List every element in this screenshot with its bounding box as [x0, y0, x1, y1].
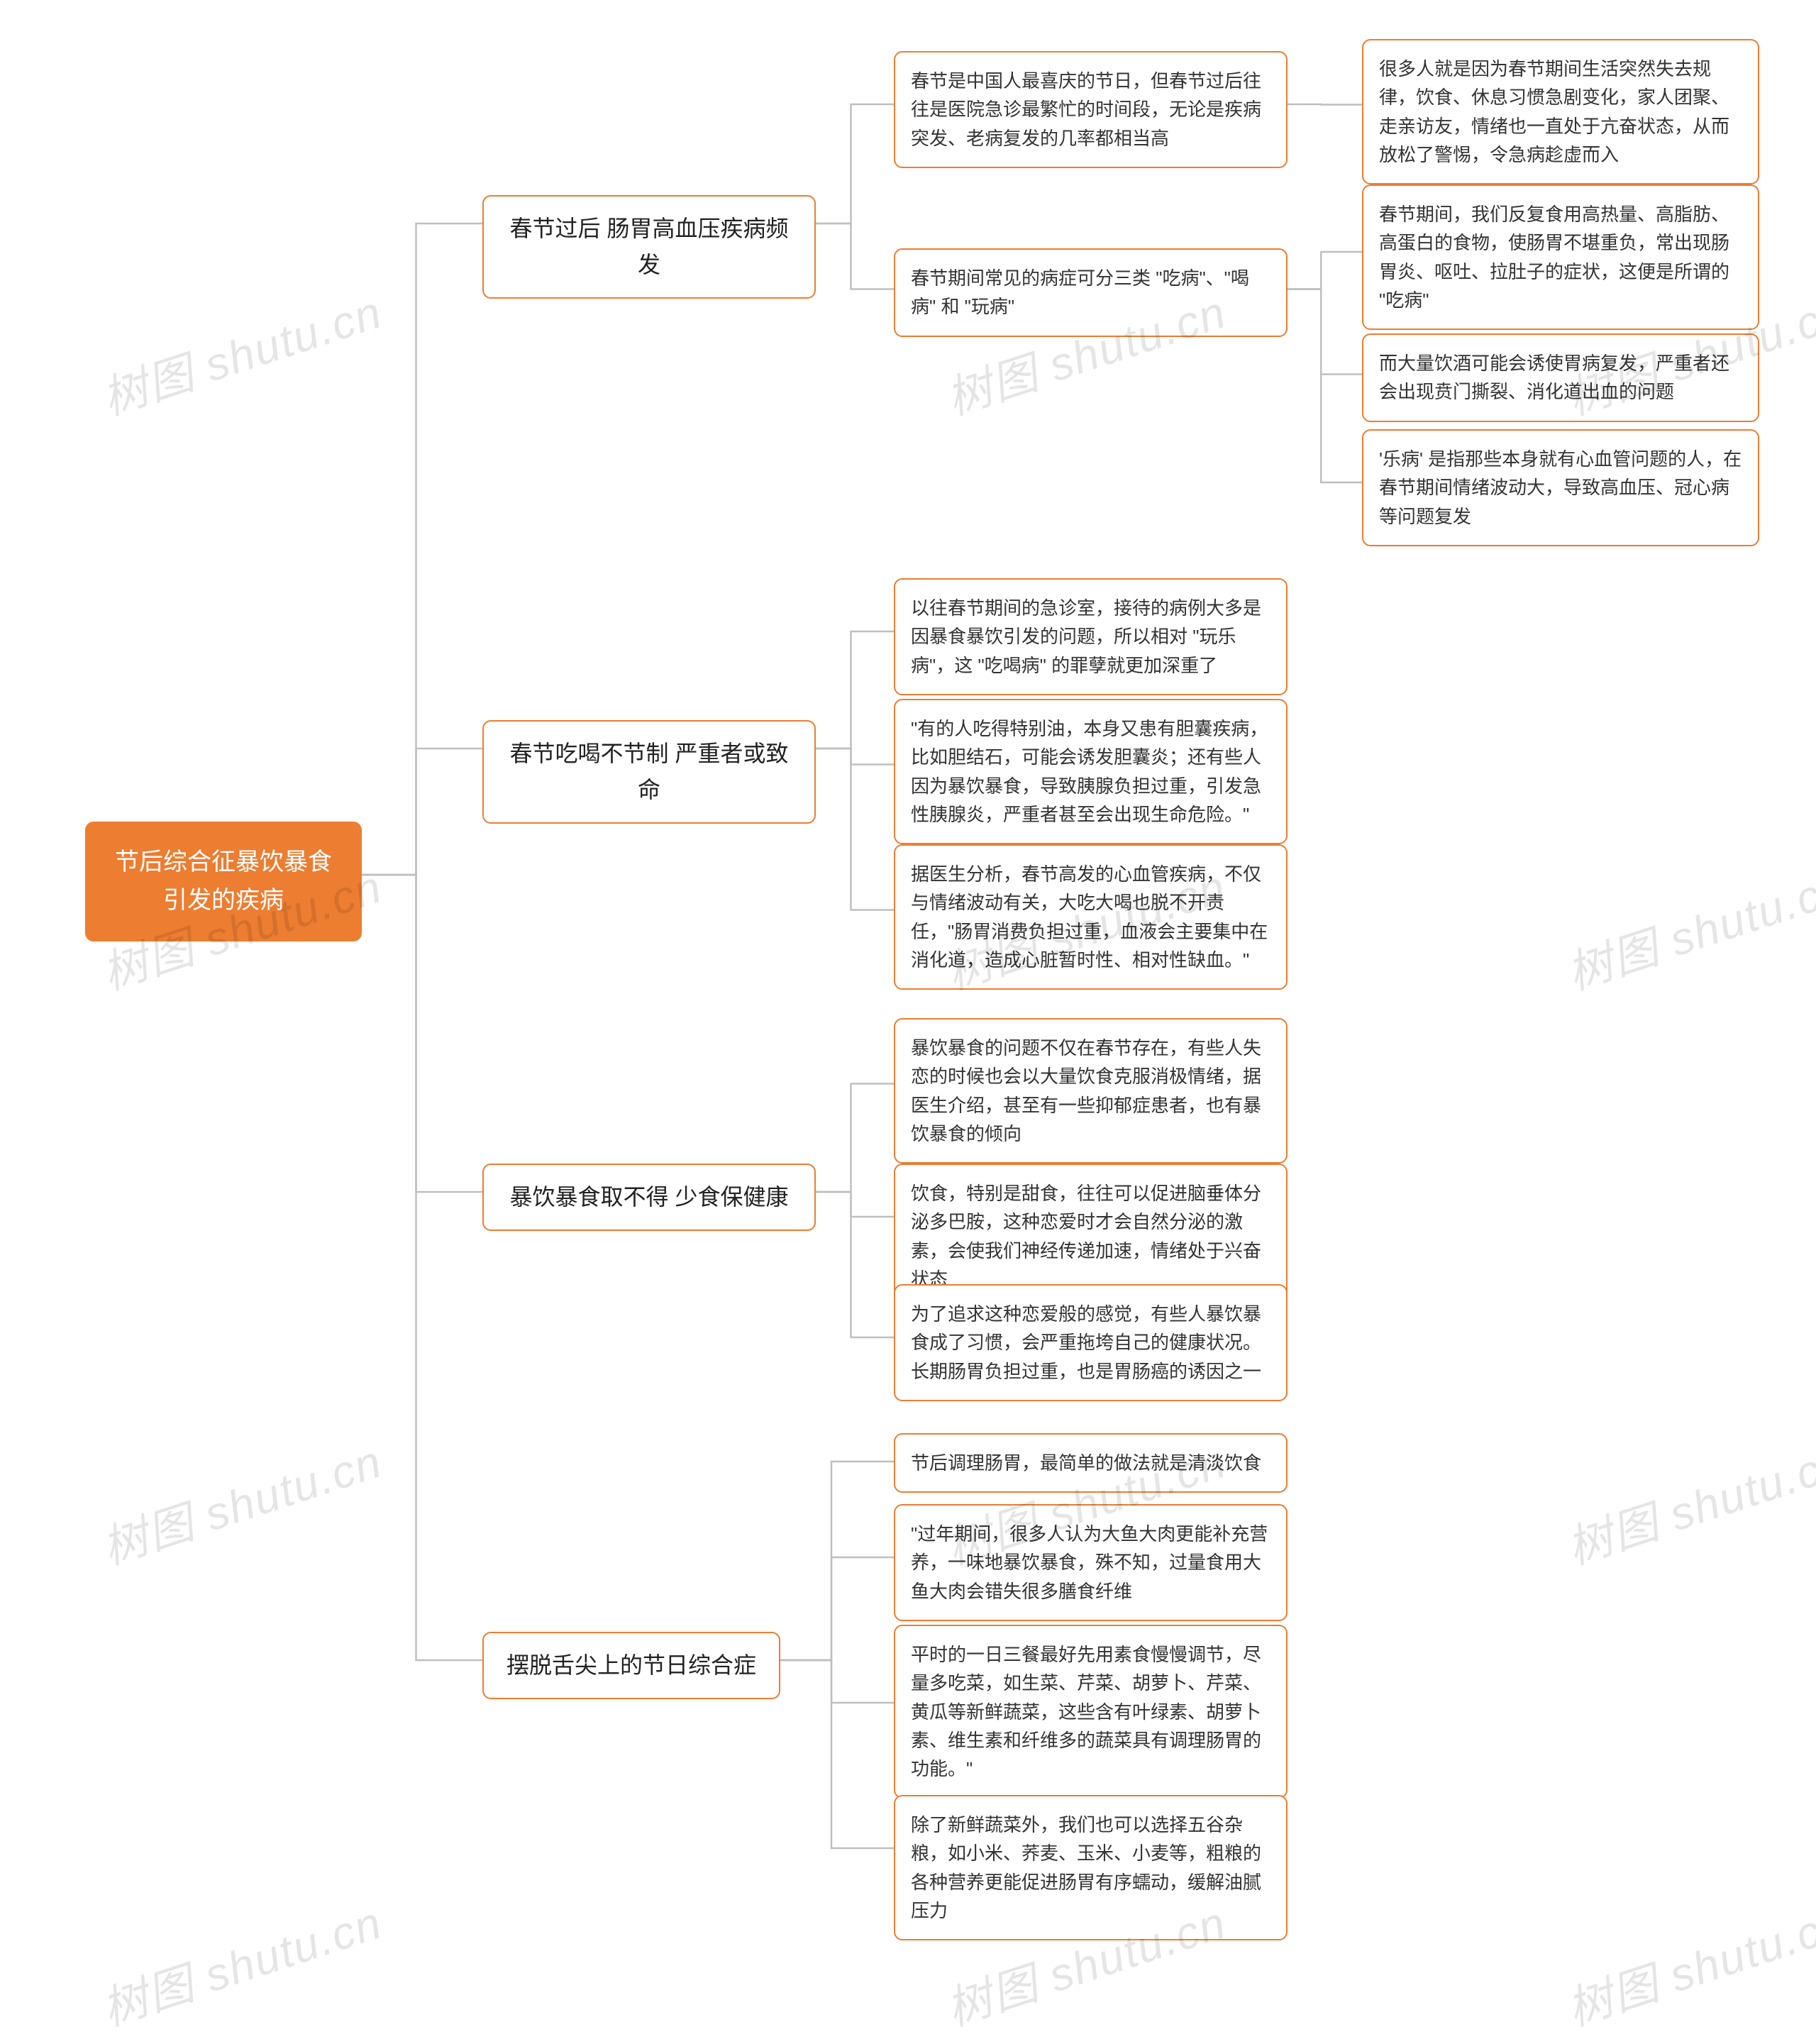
leaf-b4c1: 节后调理肠胃，最简单的做法就是清淡饮食 — [894, 1433, 1288, 1493]
leaf-b3c3: 为了追求这种恋爱般的感觉，有些人暴饮暴食成了习惯，会严重拖垮自己的健康状况。长期… — [894, 1284, 1288, 1401]
root-node: 节后综合征暴饮暴食引发的疾病 — [85, 822, 362, 941]
leaf-b2c2: "有的人吃得特别油，本身又患有胆囊疾病，比如胆结石，可能会诱发胆囊炎；还有些人因… — [894, 699, 1288, 844]
leaf-b1c2-label: 春节期间常见的病症可分三类 "吃病"、"喝病" 和 "玩病" — [911, 264, 1270, 321]
branch-b1-label: 春节过后 肠胃高血压疾病频发 — [506, 211, 792, 283]
leaf-b4c2: "过年期间，很多人认为大鱼大肉更能补充营养，一味地暴饮暴食，殊不知，过量食用大鱼… — [894, 1504, 1288, 1621]
leaf-b3c3-label: 为了追求这种恋爱般的感觉，有些人暴饮暴食成了习惯，会严重拖垮自己的健康状况。长期… — [911, 1300, 1270, 1386]
leaf-b1c2d1: 春节期间，我们反复食用高热量、高脂肪、高蛋白的食物，使肠胃不堪重负，常出现肠胃炎… — [1362, 184, 1759, 330]
root-label: 节后综合征暴饮暴食引发的疾病 — [105, 843, 342, 920]
leaf-b1c1-label: 春节是中国人最喜庆的节日，但春节过后往往是医院急诊最繁忙的时间段，无论是疾病突发… — [911, 67, 1270, 153]
leaf-b1c2d3: '乐病' 是指那些本身就有心血管问题的人，在春节期间情绪波动大，导致高血压、冠心… — [1362, 429, 1759, 546]
watermark: 树图 shutu.cn — [1558, 1425, 1816, 1577]
leaf-b1c2d3-label: '乐病' 是指那些本身就有心血管问题的人，在春节期间情绪波动大，导致高血压、冠心… — [1379, 445, 1742, 531]
leaf-b3c1: 暴饮暴食的问题不仅在春节存在，有些人失恋的时候也会以大量饮食克服消极情绪，据医生… — [894, 1018, 1288, 1164]
leaf-b2c3: 据医生分析，春节高发的心血管疾病，不仅与情绪波动有关，大吃大喝也脱不开责任，"肠… — [894, 844, 1288, 990]
leaf-b2c2-label: "有的人吃得特别油，本身又患有胆囊疾病，比如胆结石，可能会诱发胆囊炎；还有些人因… — [911, 714, 1270, 829]
leaf-b3c1-label: 暴饮暴食的问题不仅在春节存在，有些人失恋的时候也会以大量饮食克服消极情绪，据医生… — [911, 1034, 1270, 1148]
watermark: 树图 shutu.cn — [93, 1425, 389, 1577]
leaf-b1c2d2: 而大量饮酒可能会诱使胃病复发，严重者还会出现贲门撕裂、消化道出血的问题 — [1362, 333, 1759, 422]
branch-b3: 暴饮暴食取不得 少食保健康 — [482, 1164, 816, 1231]
leaf-b1c1d1: 很多人就是因为春节期间生活突然失去规律，饮食、休息习惯急剧变化，家人团聚、走亲访… — [1362, 39, 1759, 184]
leaf-b1c2d2-label: 而大量饮酒可能会诱使胃病复发，严重者还会出现贲门撕裂、消化道出血的问题 — [1379, 349, 1742, 407]
branch-b2-label: 春节吃喝不节制 严重者或致命 — [506, 736, 792, 808]
leaf-b1c2d1-label: 春节期间，我们反复食用高热量、高脂肪、高蛋白的食物，使肠胃不堪重负，常出现肠胃炎… — [1379, 200, 1742, 314]
branch-b2: 春节吃喝不节制 严重者或致命 — [482, 720, 816, 824]
leaf-b4c4-label: 除了新鲜蔬菜外，我们也可以选择五谷杂粮，如小米、荞麦、玉米、小麦等，粗粮的各种营… — [911, 1811, 1270, 1925]
leaf-b4c4: 除了新鲜蔬菜外，我们也可以选择五谷杂粮，如小米、荞麦、玉米、小麦等，粗粮的各种营… — [894, 1795, 1288, 1940]
watermark: 树图 shutu.cn — [1558, 851, 1816, 1002]
watermark: 树图 shutu.cn — [93, 276, 389, 428]
branch-b1: 春节过后 肠胃高血压疾病频发 — [482, 195, 816, 299]
leaf-b3c2-label: 饮食，特别是甜食，往往可以促进脑垂体分泌多巴胺，这种恋爱时才会自然分泌的激素，会… — [911, 1179, 1270, 1293]
branch-b4-label: 摆脱舌尖上的节日综合症 — [506, 1647, 756, 1684]
watermark: 树图 shutu.cn — [1558, 1886, 1816, 2038]
leaf-b4c3: 平时的一日三餐最好先用素食慢慢调节，尽量多吃菜，如生菜、芹菜、胡萝卜、芹菜、黄瓜… — [894, 1625, 1288, 1799]
leaf-b2c3-label: 据医生分析，春节高发的心血管疾病，不仅与情绪波动有关，大吃大喝也脱不开责任，"肠… — [911, 860, 1270, 974]
leaf-b2c1-label: 以往春节期间的急诊室，接待的病例大多是因暴食暴饮引发的问题，所以相对 "玩乐病"… — [911, 594, 1270, 680]
leaf-b4c2-label: "过年期间，很多人认为大鱼大肉更能补充营养，一味地暴饮暴食，殊不知，过量食用大鱼… — [911, 1520, 1270, 1606]
watermark: 树图 shutu.cn — [93, 1886, 389, 2038]
leaf-b4c1-label: 节后调理肠胃，最简单的做法就是清淡饮食 — [911, 1449, 1261, 1477]
leaf-b4c3-label: 平时的一日三餐最好先用素食慢慢调节，尽量多吃菜，如生菜、芹菜、胡萝卜、芹菜、黄瓜… — [911, 1640, 1270, 1783]
leaf-b1c1: 春节是中国人最喜庆的节日，但春节过后往往是医院急诊最繁忙的时间段，无论是疾病突发… — [894, 51, 1288, 168]
leaf-b1c2: 春节期间常见的病症可分三类 "吃病"、"喝病" 和 "玩病" — [894, 248, 1288, 337]
leaf-b1c1d1-label: 很多人就是因为春节期间生活突然失去规律，饮食、休息习惯急剧变化，家人团聚、走亲访… — [1379, 55, 1742, 169]
branch-b4: 摆脱舌尖上的节日综合症 — [482, 1632, 780, 1699]
leaf-b2c1: 以往春节期间的急诊室，接待的病例大多是因暴食暴饮引发的问题，所以相对 "玩乐病"… — [894, 578, 1288, 695]
branch-b3-label: 暴饮暴食取不得 少食保健康 — [510, 1179, 789, 1215]
mindmap-canvas: 节后综合征暴饮暴食引发的疾病 春节过后 肠胃高血压疾病频发 春节是中国人最喜庆的节… — [0, 0, 1816, 2044]
